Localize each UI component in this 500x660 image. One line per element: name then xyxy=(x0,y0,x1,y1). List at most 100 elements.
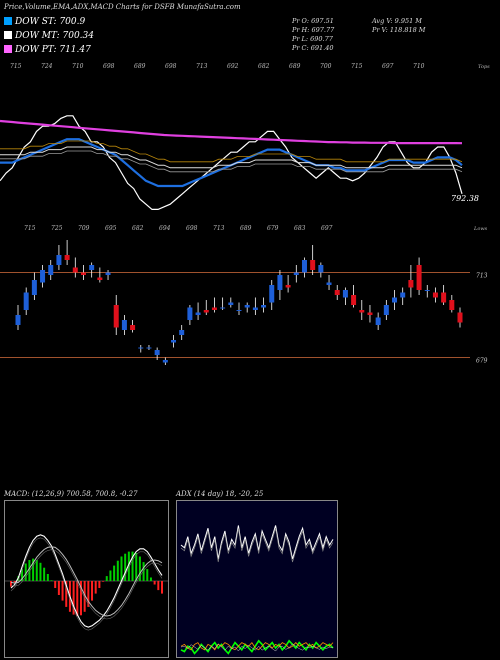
macd-histogram-bar xyxy=(57,581,60,595)
macd-histogram-bar xyxy=(54,581,57,588)
candle-body xyxy=(351,295,357,305)
candle-body xyxy=(261,305,267,308)
macd-histogram-bar xyxy=(124,553,127,581)
macd-histogram-bar xyxy=(28,560,31,581)
macd-histogram-bar xyxy=(32,558,35,581)
candle-body xyxy=(318,265,324,273)
page-title: Price,Volume,EMA,ADX,MACD Charts for DSF… xyxy=(4,3,241,11)
ema-top-label: 715 xyxy=(10,63,22,70)
ema-top-label: 682 xyxy=(258,63,270,70)
macd-histogram-bar xyxy=(24,563,27,581)
ema-top-label: 715 xyxy=(351,63,363,70)
macd-histogram-bar xyxy=(127,551,130,581)
stat-avg-volume: Avg V: 9.951 M xyxy=(372,17,422,25)
ema-bottom-label: 697 xyxy=(321,225,333,232)
macd-histogram-bar xyxy=(157,581,160,591)
candle-body xyxy=(269,285,275,303)
candle-body xyxy=(441,292,447,303)
candle-body xyxy=(228,302,234,305)
ema-bottom-label: 682 xyxy=(132,225,144,232)
candle-body xyxy=(211,307,217,310)
candle-body xyxy=(375,317,381,325)
candle-body xyxy=(400,292,406,298)
macd-title: MACD: (12,26,9) 700.58, 700.8, -0.27 xyxy=(4,490,138,498)
adx-chart xyxy=(180,525,334,655)
price-chart: 713 679 xyxy=(0,240,488,365)
ema-top-label: 689 xyxy=(134,63,146,70)
adx-green-line xyxy=(180,639,334,655)
candle-body xyxy=(195,312,201,315)
macd-histogram-bar xyxy=(116,560,119,581)
candle-body xyxy=(171,340,177,343)
candle-body xyxy=(432,292,438,298)
ema-value-label: 792.38 xyxy=(451,194,479,203)
ema-bottom-label: 679 xyxy=(267,225,279,232)
macd-histogram-bar xyxy=(153,581,156,585)
adx-plus-di-shadow xyxy=(180,528,334,563)
macd-histogram-bar xyxy=(146,569,149,581)
ema-series-price xyxy=(0,115,463,210)
candle-body xyxy=(310,260,316,270)
candle-body xyxy=(326,282,332,285)
stat-close: Pr C: 691.40 xyxy=(292,44,334,52)
candle-body xyxy=(383,305,389,315)
adx-title: ADX (14 day) 18, -20, 25 xyxy=(176,490,264,498)
ema-chart: 715 724 710 698 689 698 713 692 682 689 700 715 697 7… xyxy=(0,63,490,232)
ema-bottom-label: 709 xyxy=(78,225,90,232)
price-level-label: 713 xyxy=(476,273,488,280)
legend-label-mt: DOW MT: 700.34 xyxy=(15,31,94,41)
macd-histogram-bar xyxy=(149,577,152,581)
stat-open: Pr O: 697.51 xyxy=(292,17,334,25)
macd-histogram-bar xyxy=(21,569,24,581)
candle-body xyxy=(138,347,144,349)
candle-body xyxy=(97,277,103,280)
ema-top-label: 689 xyxy=(289,63,301,70)
ema-top-label: 700 xyxy=(320,63,332,70)
macd-histogram-bar xyxy=(113,565,116,581)
legend-dow-mt: DOW MT: 700.34 xyxy=(4,31,94,41)
ema-top-label: 713 xyxy=(196,63,208,70)
candle-body xyxy=(179,330,185,335)
macd-histogram-bar xyxy=(65,581,68,607)
macd-histogram-bar xyxy=(120,556,123,581)
ema-top-label: 698 xyxy=(103,63,115,70)
macd-histogram-bar xyxy=(161,581,163,594)
stat-high: Pr H: 697.77 xyxy=(292,26,335,34)
macd-histogram-bar xyxy=(39,562,42,581)
candle-body xyxy=(56,255,62,265)
macd-histogram-bar xyxy=(46,574,49,581)
macd-panel xyxy=(4,500,169,658)
candle-body xyxy=(72,267,78,273)
ema-top-label: 697 xyxy=(382,63,394,70)
macd-histogram-bar xyxy=(94,581,97,594)
legend-dow-pt: DOW PT: 711.47 xyxy=(4,45,91,55)
candle-body xyxy=(31,280,37,295)
candle-body xyxy=(146,347,152,349)
ema-series-dow-mt xyxy=(0,146,463,169)
macd-histogram-bar xyxy=(13,581,16,583)
ema-bottom-label: 725 xyxy=(51,225,63,232)
ema-tops-caption: Tops xyxy=(478,64,490,70)
candle-body xyxy=(392,297,398,303)
candle-body xyxy=(187,307,193,320)
ema-series-dow-pt xyxy=(0,119,463,145)
candle-body xyxy=(80,272,86,275)
macd-histogram-bar xyxy=(35,560,38,581)
ema-bottom-label: 689 xyxy=(240,225,252,232)
stat-low: Pr L: 690.77 xyxy=(292,35,333,43)
ema-top-label: 710 xyxy=(413,63,425,70)
macd-line-signal-shadow xyxy=(10,549,163,620)
ema-top-label: 698 xyxy=(165,63,177,70)
candle-body xyxy=(301,260,307,273)
ema-top-label: 710 xyxy=(72,63,84,70)
candle-body xyxy=(334,290,340,295)
macd-line-signal xyxy=(10,546,163,617)
candle-body xyxy=(154,350,160,355)
macd-histogram-bar xyxy=(87,581,90,607)
macd-histogram-bar xyxy=(10,581,12,587)
macd-histogram-bar xyxy=(142,562,145,581)
candle-body xyxy=(408,280,414,288)
macd-histogram-bar xyxy=(131,551,134,581)
legend-label-st: DOW ST: 700.9 xyxy=(15,17,86,27)
ema-series-dow-mt-band xyxy=(0,150,463,173)
